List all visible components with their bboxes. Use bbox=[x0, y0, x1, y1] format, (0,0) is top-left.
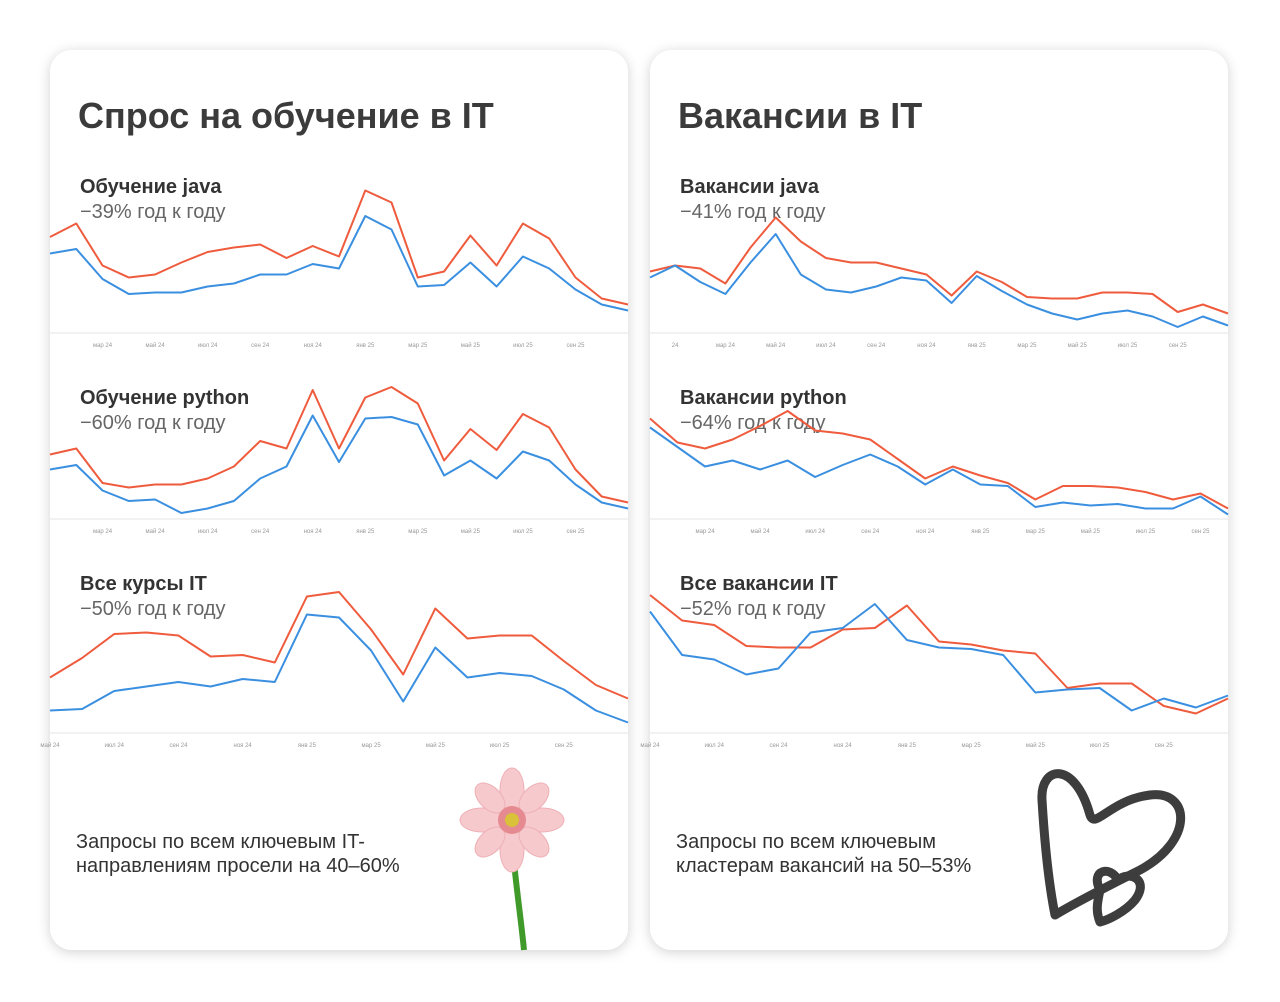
chart-title: Обучение java bbox=[80, 176, 222, 198]
x-tick-label: сен 24 bbox=[169, 743, 188, 749]
x-tick-label: июл 25 bbox=[1118, 343, 1138, 349]
x-tick-label: май 24 bbox=[766, 342, 786, 349]
x-tick-label: май 25 bbox=[461, 342, 481, 349]
line bbox=[649, 410, 1229, 510]
x-tick-label: мар 25 bbox=[408, 343, 428, 349]
chart-subtitle: −60% год к году bbox=[80, 412, 226, 434]
x-tick-label: май 25 bbox=[426, 742, 446, 749]
x-tick-label: май 24 bbox=[146, 342, 166, 349]
x-tick-label: мар 25 bbox=[962, 743, 982, 749]
x-tick-label: мар 25 bbox=[1017, 343, 1037, 349]
x-tick-label: май 24 bbox=[146, 528, 166, 535]
x-tick-label: сен 25 bbox=[555, 743, 574, 749]
x-tick-label: сен 25 bbox=[1191, 529, 1210, 535]
line bbox=[649, 216, 1229, 315]
x-tick-label: май 25 bbox=[461, 528, 481, 535]
card-title: Спрос на обучение в IT bbox=[78, 95, 494, 136]
line bbox=[649, 603, 1229, 712]
line bbox=[49, 613, 629, 724]
x-tick-label: июл 25 bbox=[1136, 529, 1156, 535]
line bbox=[49, 386, 629, 504]
x-tick-label: сен 24 bbox=[251, 529, 270, 535]
x-tick-label: сен 25 bbox=[566, 343, 585, 349]
heart bbox=[1037, 769, 1186, 927]
x-tick-label: мар 25 bbox=[408, 529, 428, 535]
x-tick-label: июл 24 bbox=[198, 529, 218, 535]
x-tick-label: янв 25 bbox=[356, 343, 375, 349]
x-tick-label: ноя 24 bbox=[834, 743, 853, 749]
note: кластерам вакансий на 50–53% bbox=[676, 855, 972, 877]
x-tick-label: июл 24 bbox=[704, 743, 724, 749]
card-title: Вакансии в IT bbox=[678, 95, 922, 136]
x-tick-label: мар 24 bbox=[716, 343, 736, 349]
chart-title: Все курсы IT bbox=[80, 573, 207, 595]
x-tick-label: янв 25 bbox=[971, 529, 990, 535]
x-tick-label: май 24 bbox=[751, 528, 771, 535]
x-tick-label: сен 24 bbox=[769, 743, 788, 749]
x-tick-label: ноя 24 bbox=[234, 743, 253, 749]
x-tick-label: июл 25 bbox=[513, 529, 533, 535]
note: направлениям просели на 40–60% bbox=[76, 855, 400, 877]
chart-subtitle: −64% год к году bbox=[680, 412, 826, 434]
x-tick-label: янв 25 bbox=[968, 343, 987, 349]
x-tick-label: янв 25 bbox=[298, 743, 317, 749]
chart-subtitle: −50% год к году bbox=[80, 598, 226, 620]
line bbox=[49, 215, 629, 312]
x-tick-label: мар 25 bbox=[1026, 529, 1046, 535]
x-tick-label: мар 24 bbox=[93, 529, 113, 535]
x-tick-label: май 25 bbox=[1068, 342, 1088, 349]
x-tick-label: мар 25 bbox=[362, 743, 382, 749]
x-tick-label: мар 24 bbox=[93, 343, 113, 349]
x-tick-label: май 25 bbox=[1081, 528, 1101, 535]
x-tick-label: июл 24 bbox=[805, 529, 825, 535]
chart-title: Вакансии java bbox=[680, 176, 820, 198]
line bbox=[649, 233, 1229, 328]
x-tick-label: июл 24 bbox=[198, 343, 218, 349]
x-tick-label: 24 bbox=[672, 343, 679, 349]
x-tick-label: июл 25 bbox=[1090, 743, 1110, 749]
x-tick-label: июл 24 bbox=[816, 343, 836, 349]
chart-title: Все вакансии IT bbox=[680, 573, 838, 595]
line bbox=[49, 414, 629, 514]
note: Запросы по всем ключевым IT- bbox=[76, 831, 365, 853]
chart-subtitle: −41% год к году bbox=[680, 201, 826, 223]
x-tick-label: ноя 24 bbox=[304, 529, 323, 535]
x-tick-label: ноя 24 bbox=[916, 529, 935, 535]
line bbox=[49, 591, 629, 700]
x-tick-label: сен 25 bbox=[1155, 743, 1174, 749]
line bbox=[49, 189, 629, 306]
x-tick-label: сен 24 bbox=[861, 529, 880, 535]
chart-title: Вакансии python bbox=[680, 387, 847, 409]
x-tick-label: сен 25 bbox=[1169, 343, 1188, 349]
chart-subtitle: −52% год к году bbox=[680, 598, 826, 620]
line bbox=[649, 426, 1229, 516]
x-tick-label: мар 24 bbox=[695, 529, 715, 535]
x-tick-label: сен 24 bbox=[251, 343, 270, 349]
x-tick-label: сен 25 bbox=[566, 529, 585, 535]
x-tick-label: июл 25 bbox=[490, 743, 510, 749]
chart-subtitle: −39% год к году bbox=[80, 201, 226, 223]
chart-title: Обучение python bbox=[80, 387, 249, 409]
x-tick-label: сен 24 bbox=[867, 343, 886, 349]
x-tick-label: янв 25 bbox=[898, 743, 917, 749]
x-tick-label: ноя 24 bbox=[304, 343, 323, 349]
x-tick-label: май 24 bbox=[40, 742, 60, 749]
flower bbox=[459, 767, 565, 951]
x-tick-label: янв 25 bbox=[356, 529, 375, 535]
x-tick-label: июл 24 bbox=[104, 743, 124, 749]
x-tick-label: май 25 bbox=[1026, 742, 1046, 749]
note: Запросы по всем ключевым bbox=[676, 831, 936, 853]
card bbox=[650, 50, 1228, 950]
x-tick-label: июл 25 bbox=[513, 343, 533, 349]
x-tick-label: май 24 bbox=[640, 742, 660, 749]
line bbox=[649, 594, 1229, 715]
x-tick-label: ноя 24 bbox=[917, 343, 936, 349]
